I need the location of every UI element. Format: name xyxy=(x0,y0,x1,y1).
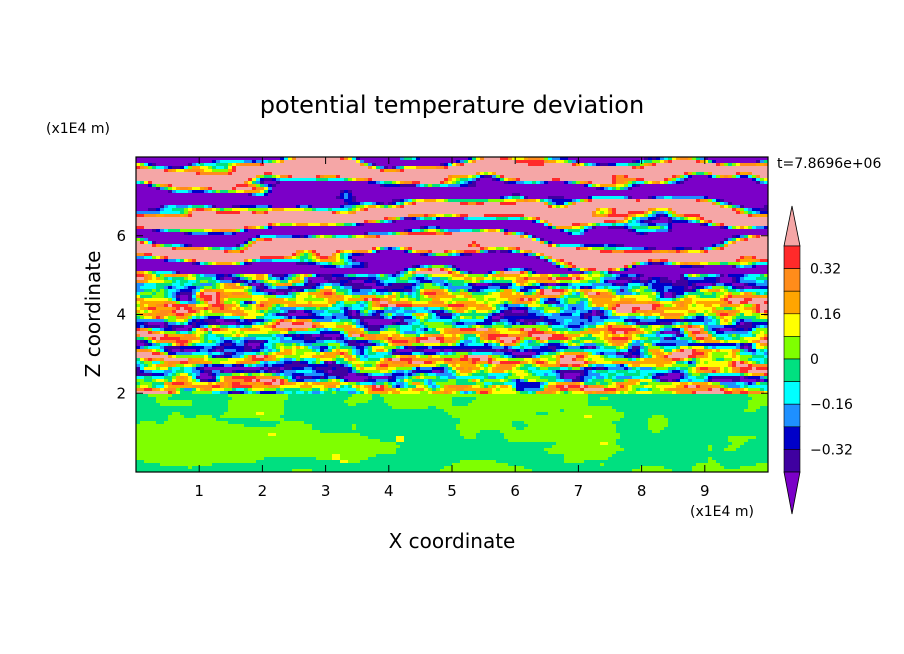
colorbar-swatch xyxy=(783,313,801,337)
colorbar-tick-label: 0 xyxy=(810,352,819,368)
x-tick-label: 1 xyxy=(194,482,204,500)
y-tick-label: 6 xyxy=(116,227,126,245)
y-axis: 2 4 6 xyxy=(116,227,768,402)
colorbar-swatch xyxy=(783,336,801,360)
chart-title: potential temperature deviation xyxy=(260,91,644,119)
colorbar-tick-label: −0.16 xyxy=(810,397,853,413)
colorbar-tick-label: 0.16 xyxy=(810,307,841,323)
colorbar-swatch xyxy=(783,268,801,292)
x-axis-label: X coordinate xyxy=(389,529,516,553)
colorbar-swatch xyxy=(783,403,801,428)
colorbar-overflow-low xyxy=(783,471,801,515)
x-tick-label: 5 xyxy=(447,482,457,500)
y-axis-label: Z coordinate xyxy=(81,251,105,378)
colorbar-swatch xyxy=(783,290,801,315)
x-tick-label: 9 xyxy=(700,482,710,500)
colorbar-swatch xyxy=(783,358,801,382)
x-axis: 1 2 3 4 5 6 7 8 9 xyxy=(194,157,710,500)
colorbar-overflow-high xyxy=(783,205,801,247)
x-tick-label: 6 xyxy=(510,482,520,500)
colorbar-tick-label: 0.32 xyxy=(810,262,841,278)
colorbar: 0.32 0.16 0 −0.16 −0.32 xyxy=(783,205,853,515)
x-tick-label: 7 xyxy=(574,482,584,500)
contour-field xyxy=(136,157,768,472)
colorbar-swatch xyxy=(783,426,801,450)
y-tick-label: 2 xyxy=(116,384,126,402)
y-unit-label: (x1E4 m) xyxy=(46,121,110,137)
colorbar-tick-label: −0.32 xyxy=(810,442,853,458)
time-label: t=7.8696e+06 xyxy=(777,156,881,172)
colorbar-swatch xyxy=(783,381,801,405)
x-tick-label: 8 xyxy=(637,482,647,500)
colorbar-swatch xyxy=(783,449,801,473)
x-tick-label: 3 xyxy=(321,482,331,500)
y-tick-label: 4 xyxy=(116,306,126,324)
x-tick-label: 4 xyxy=(384,482,394,500)
x-unit-label: (x1E4 m) xyxy=(690,504,754,520)
x-tick-label: 2 xyxy=(258,482,268,500)
colorbar-swatch xyxy=(783,245,801,269)
